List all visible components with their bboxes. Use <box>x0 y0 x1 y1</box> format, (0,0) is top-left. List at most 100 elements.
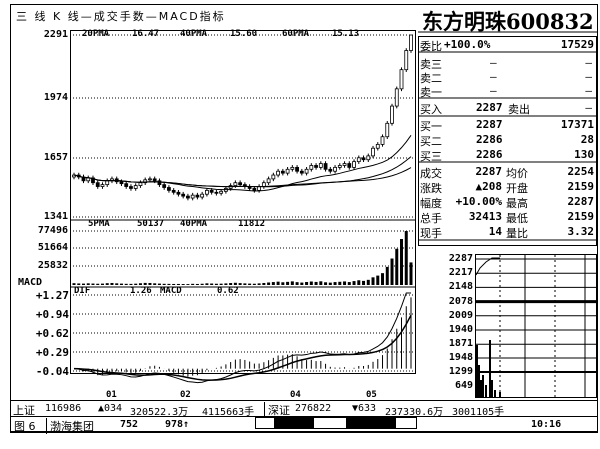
price-tick: 2291 <box>43 29 68 40</box>
volume-bar <box>314 281 318 285</box>
volume-bar <box>262 282 266 285</box>
ma40-value: 15.60 <box>230 29 258 39</box>
menu-title[interactable]: 三 线 K 线—成交手数—MACD指标 <box>16 10 226 23</box>
stat-row: 成交 2287 均价 2254 <box>420 165 596 180</box>
volume-bar <box>357 280 361 285</box>
volume-bar <box>100 283 104 285</box>
buy-volume: 28 <box>580 133 594 146</box>
volume-bar <box>381 273 385 285</box>
volume-tick: 51664 <box>37 242 68 253</box>
ma60-value: 15.13 <box>332 29 360 39</box>
candle-body <box>91 177 95 184</box>
buy-volume: 130 <box>574 148 594 161</box>
macd-value: 0.62 <box>217 286 239 296</box>
news-stock-name[interactable]: 渤海集团 <box>46 418 94 434</box>
sh-index: 116986 <box>45 403 82 414</box>
sell-1-row: 卖一 — — <box>420 84 596 99</box>
sell-price: — <box>490 84 497 97</box>
volume-bar <box>295 282 299 285</box>
buy-label: 买三 <box>420 150 442 163</box>
volume-bar <box>385 266 389 285</box>
stat-row: 涨跌 ▲208 开盘 2159 <box>420 180 596 195</box>
stat-label: 现手 <box>420 227 442 240</box>
volume-bar <box>138 283 142 285</box>
candle-body <box>394 88 399 107</box>
candle-body <box>162 184 167 188</box>
candle-body <box>361 157 366 161</box>
ma60-label: 60PMA <box>282 29 310 39</box>
buy-in-label: 买入 <box>420 103 442 116</box>
volume-bar <box>186 284 190 285</box>
sell-label: 卖二 <box>420 72 442 85</box>
intraday-price-tick: 2217 <box>448 267 473 279</box>
sell-price: — <box>490 56 497 69</box>
sz-index: 276822 <box>295 403 332 414</box>
volume-bar <box>214 283 218 285</box>
sell-2-row: 卖二 — — <box>420 70 596 85</box>
macd-tick: +1.27 <box>35 289 69 302</box>
stat-label: 最低 <box>506 212 528 225</box>
volume-bar <box>347 282 351 285</box>
sh-amount: 320522.3万 <box>130 407 189 418</box>
volume-bar <box>224 283 228 285</box>
page-indicator[interactable]: 图 6 <box>14 420 36 433</box>
weibi-value: +100.0% <box>444 38 491 51</box>
candle-body <box>333 166 337 172</box>
candle-body <box>390 105 394 124</box>
vol-ma5-value: 50137 <box>137 219 165 229</box>
intraday-price-tick: 1940 <box>448 324 473 335</box>
sh-volume: 4115663手 <box>202 407 255 418</box>
volume-bar <box>162 283 166 285</box>
volume-bar <box>77 283 81 285</box>
candle-body <box>195 194 200 198</box>
volume-bar <box>267 282 271 285</box>
volume-bar <box>153 283 157 285</box>
stat-label: 幅度 <box>420 197 442 210</box>
volume-bar <box>195 283 199 285</box>
sz-volume: 3001105手 <box>452 407 505 418</box>
volume-bar <box>290 281 294 285</box>
x-tick: 05 <box>366 390 377 400</box>
intraday-panel <box>475 254 597 398</box>
volume-bar <box>172 283 176 285</box>
volume-bar <box>129 283 133 285</box>
candle-body <box>167 187 171 191</box>
stat-row: 总手 32413 最低 2159 <box>420 210 596 225</box>
volume-bar <box>96 283 100 285</box>
intraday-volume-tick: 649 <box>454 380 473 391</box>
candle-body <box>323 163 328 170</box>
volume-bar <box>210 283 214 285</box>
candle-body <box>299 170 304 174</box>
intraday-price-tick: 2148 <box>448 281 473 293</box>
candle-body <box>385 122 390 138</box>
stat-label: 量比 <box>506 227 528 240</box>
stat-value: 2287 <box>475 165 503 178</box>
buy-label: 买一 <box>420 120 442 133</box>
intraday-price-tick: 2009 <box>448 309 473 321</box>
sell-volume: — <box>585 84 592 97</box>
candle-body <box>257 186 262 191</box>
candle-body <box>157 180 162 186</box>
macd-tick: -0.04 <box>35 365 69 378</box>
volume-bar <box>409 262 413 285</box>
weibi-row: 委比 +100.0% 17529 <box>420 38 596 53</box>
volume-bar <box>248 283 252 285</box>
stat-value: 2159 <box>567 210 595 223</box>
volume-bar <box>309 281 313 285</box>
candle-body <box>276 170 280 176</box>
candle-body <box>95 182 100 187</box>
candle-body <box>124 183 129 187</box>
volume-bar <box>205 283 209 285</box>
stat-row: 幅度 +10.00% 最高 2287 <box>420 195 596 210</box>
volume-bar <box>124 283 128 285</box>
stat-value: 2159 <box>567 180 595 193</box>
price-tick: 1974 <box>43 92 68 103</box>
volume-tick: 77496 <box>37 225 68 236</box>
candle-body <box>280 170 285 174</box>
sell-volume: — <box>585 70 592 83</box>
kline-panel <box>70 30 416 374</box>
stat-label: 开盘 <box>506 182 528 195</box>
candle-body <box>409 34 413 51</box>
x-tick: 02 <box>180 390 191 400</box>
stat-label: 成交 <box>420 167 442 180</box>
